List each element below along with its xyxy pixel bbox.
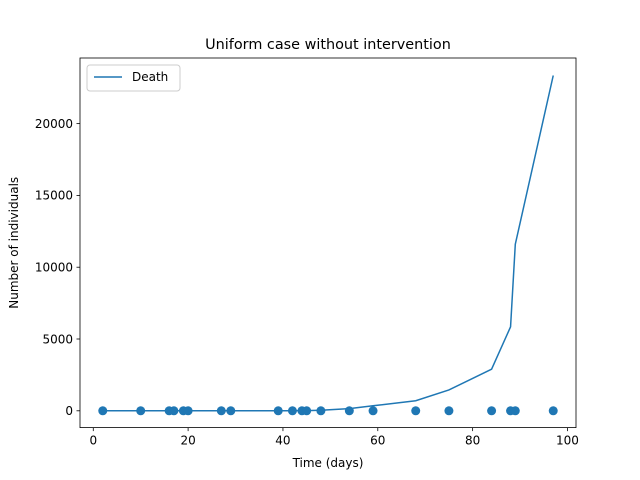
y-tick-label: 5000 [42,332,73,346]
x-tick-label: 0 [89,434,97,448]
axes-frame [79,57,577,429]
x-tick-label: 20 [180,434,195,448]
legend: Death [86,64,181,92]
y-tick-label: 0 [65,404,73,418]
scatter-point [487,406,497,416]
scatter-point [411,406,421,416]
legend-label-death: Death [132,70,168,84]
y-tick-label: 10000 [35,261,73,275]
scatter-point [226,406,236,416]
y-tick-label: 15000 [35,189,73,203]
x-tick-label: 60 [370,434,385,448]
scatter-point [273,406,283,416]
y-axis-label: Number of individuals [7,177,21,309]
scatter-point [183,406,193,416]
x-tick-label: 40 [275,434,290,448]
scatter-point [316,406,326,416]
scatter-point [287,406,297,416]
scatter-point [136,406,146,416]
scatter-point [98,406,108,416]
chart-title: Uniform case without intervention [205,37,451,53]
scatter-point [216,406,226,416]
x-tick-label: 80 [465,434,480,448]
scatter-point [302,406,312,416]
scatter-point [344,406,354,416]
scatter-point [548,406,558,416]
scatter-point [444,406,454,416]
scatter-point [368,406,378,416]
x-tick-label: 100 [556,434,579,448]
scatter-point [169,406,179,416]
axis-ticks: 0 20 40 60 80 100 0 5000 10000 15000 20000 [35,117,579,448]
y-tick-label: 20000 [35,117,73,131]
plot-area [98,75,558,416]
legend-frame [86,64,181,92]
scatter-point [510,406,520,416]
x-axis-label: Time (days) [292,456,364,470]
